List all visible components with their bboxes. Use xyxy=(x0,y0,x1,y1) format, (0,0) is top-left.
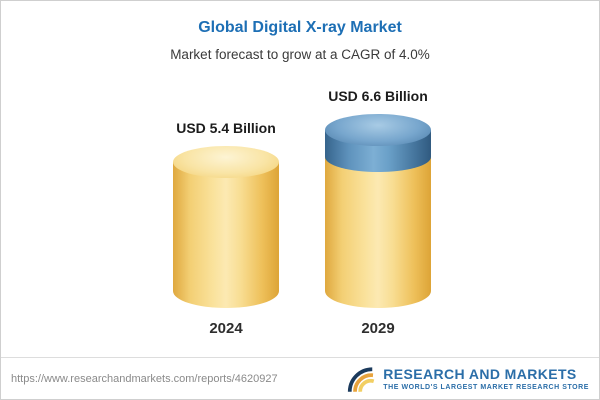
research-and-markets-logo[interactable]: RESEARCH AND MARKETS THE WORLD'S LARGEST… xyxy=(346,364,589,394)
category-label-2024: 2024 xyxy=(209,320,243,337)
bar-2029 xyxy=(325,113,431,308)
report-url-link[interactable]: https://www.researchandmarkets.com/repor… xyxy=(11,372,278,385)
header: Global Digital X-ray Market Market forec… xyxy=(1,19,599,62)
bar-2024-top-face xyxy=(173,146,279,179)
value-label-2029: USD 6.6 Billion xyxy=(328,87,428,104)
logo-tagline: THE WORLD'S LARGEST MARKET RESEARCH STOR… xyxy=(383,383,589,391)
chart-title: Global Digital X-ray Market xyxy=(198,19,402,36)
category-label-2029: 2029 xyxy=(361,320,395,337)
chart-subtitle: Market forecast to grow at a CAGR of 4.0… xyxy=(170,47,430,62)
logo-text-block: RESEARCH AND MARKETS THE WORLD'S LARGEST… xyxy=(383,365,589,391)
bar-group-2029: USD 6.6 Billion 2029 xyxy=(311,88,445,337)
bar-2029-top-face xyxy=(325,113,431,146)
bar-2024 xyxy=(173,146,279,308)
footer: https://www.researchandmarkets.com/repor… xyxy=(1,357,599,399)
value-label-2024: USD 5.4 Billion xyxy=(176,120,276,137)
logo-name: RESEARCH AND MARKETS xyxy=(383,365,577,382)
research-and-markets-logo-icon xyxy=(346,364,376,394)
bar-group-2024: USD 5.4 Billion 2024 xyxy=(159,120,293,337)
bar-2024-body xyxy=(173,162,279,308)
